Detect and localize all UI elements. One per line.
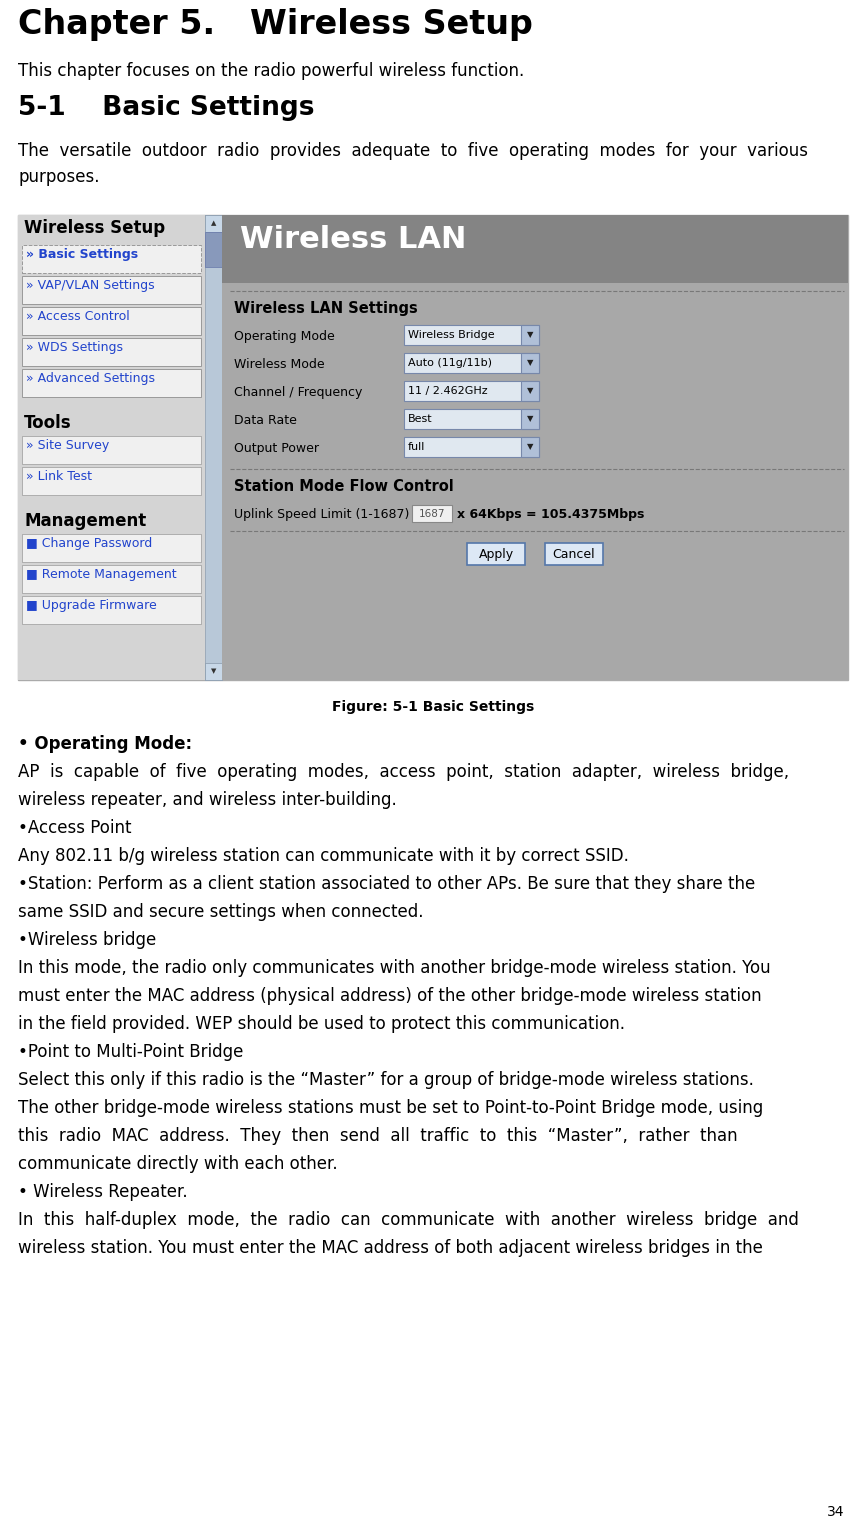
Text: The other bridge-mode wireless stations must be set to Point-to-Point Bridge mod: The other bridge-mode wireless stations … bbox=[18, 1098, 763, 1117]
Text: » Site Survey: » Site Survey bbox=[26, 440, 109, 452]
Text: » WDS Settings: » WDS Settings bbox=[26, 341, 123, 355]
Text: This chapter focuses on the radio powerful wireless function.: This chapter focuses on the radio powerf… bbox=[18, 62, 524, 80]
Text: 34: 34 bbox=[827, 1505, 844, 1517]
Bar bbox=[545, 543, 603, 564]
Text: » Access Control: » Access Control bbox=[26, 311, 130, 323]
Text: must enter the MAC address (physical address) of the other bridge-mode wireless : must enter the MAC address (physical add… bbox=[18, 988, 762, 1004]
Text: ▼: ▼ bbox=[527, 387, 533, 396]
Text: Auto (11g/11b): Auto (11g/11b) bbox=[408, 358, 492, 369]
Bar bbox=[404, 410, 539, 429]
Text: purposes.: purposes. bbox=[18, 168, 99, 187]
Text: Data Rate: Data Rate bbox=[234, 414, 297, 426]
Text: ■ Upgrade Firmware: ■ Upgrade Firmware bbox=[26, 599, 156, 613]
Text: Uplink Speed Limit (1-1687): Uplink Speed Limit (1-1687) bbox=[234, 508, 410, 520]
Text: The  versatile  outdoor  radio  provides  adequate  to  five  operating  modes  : The versatile outdoor radio provides ade… bbox=[18, 143, 808, 159]
Bar bbox=[404, 381, 539, 400]
Text: Channel / Frequency: Channel / Frequency bbox=[234, 385, 362, 399]
Bar bbox=[404, 353, 539, 373]
Text: Wireless LAN Settings: Wireless LAN Settings bbox=[234, 300, 418, 316]
Bar bbox=[22, 564, 201, 593]
Bar bbox=[404, 437, 539, 457]
Text: Tools: Tools bbox=[24, 414, 72, 432]
Text: Select this only if this radio is the “Master” for a group of bridge-mode wirele: Select this only if this radio is the “M… bbox=[18, 1071, 754, 1089]
Text: 5-1    Basic Settings: 5-1 Basic Settings bbox=[18, 96, 314, 121]
Text: 11 / 2.462GHz: 11 / 2.462GHz bbox=[408, 385, 487, 396]
Text: ▼: ▼ bbox=[211, 669, 216, 675]
Text: •Point to Multi-Point Bridge: •Point to Multi-Point Bridge bbox=[18, 1044, 244, 1060]
Bar bbox=[205, 663, 222, 680]
Bar bbox=[205, 215, 222, 680]
Text: Wireless LAN: Wireless LAN bbox=[240, 225, 467, 253]
Bar bbox=[22, 246, 201, 273]
Bar bbox=[521, 410, 539, 429]
Text: • Wireless Repeater.: • Wireless Repeater. bbox=[18, 1183, 187, 1201]
Bar bbox=[205, 215, 222, 232]
Text: ■ Change Password: ■ Change Password bbox=[26, 537, 152, 551]
Text: this  radio  MAC  address.  They  then  send  all  traffic  to  this  “Master”, : this radio MAC address. They then send a… bbox=[18, 1127, 738, 1145]
Bar bbox=[18, 215, 848, 680]
Text: Figure: 5-1 Basic Settings: Figure: 5-1 Basic Settings bbox=[332, 699, 534, 715]
Text: in the field provided. WEP should be used to protect this communication.: in the field provided. WEP should be use… bbox=[18, 1015, 625, 1033]
Text: •Station: Perform as a client station associated to other APs. Be sure that they: •Station: Perform as a client station as… bbox=[18, 875, 755, 894]
Text: Wireless Mode: Wireless Mode bbox=[234, 358, 325, 372]
Bar bbox=[222, 215, 848, 284]
Text: ▼: ▼ bbox=[527, 358, 533, 367]
Text: » Basic Settings: » Basic Settings bbox=[26, 249, 138, 261]
Text: ▲: ▲ bbox=[211, 220, 216, 226]
Bar bbox=[22, 435, 201, 464]
Text: ■ Remote Management: ■ Remote Management bbox=[26, 569, 176, 581]
Bar bbox=[22, 596, 201, 623]
Text: Operating Mode: Operating Mode bbox=[234, 331, 334, 343]
Text: 1687: 1687 bbox=[419, 508, 445, 519]
Bar bbox=[521, 381, 539, 400]
Text: ▼: ▼ bbox=[527, 443, 533, 452]
Text: Station Mode Flow Control: Station Mode Flow Control bbox=[234, 479, 454, 495]
Text: • Operating Mode:: • Operating Mode: bbox=[18, 736, 192, 752]
Bar bbox=[18, 215, 205, 680]
Bar bbox=[22, 276, 201, 303]
Text: wireless station. You must enter the MAC address of both adjacent wireless bridg: wireless station. You must enter the MAC… bbox=[18, 1239, 763, 1258]
Text: ▼: ▼ bbox=[527, 414, 533, 423]
Text: x 64Kbps = 105.4375Mbps: x 64Kbps = 105.4375Mbps bbox=[457, 508, 645, 520]
Bar bbox=[404, 325, 539, 344]
Text: Any 802.11 b/g wireless station can communicate with it by correct SSID.: Any 802.11 b/g wireless station can comm… bbox=[18, 846, 629, 865]
Bar bbox=[22, 369, 201, 397]
Bar bbox=[205, 232, 222, 267]
Text: Apply: Apply bbox=[479, 548, 513, 560]
Bar bbox=[22, 467, 201, 495]
Text: •Wireless bridge: •Wireless bridge bbox=[18, 931, 156, 950]
Text: Best: Best bbox=[408, 414, 433, 423]
Text: same SSID and secure settings when connected.: same SSID and secure settings when conne… bbox=[18, 903, 423, 921]
Text: Wireless Setup: Wireless Setup bbox=[24, 218, 165, 237]
Bar bbox=[467, 543, 525, 564]
Text: wireless repeater, and wireless inter-building.: wireless repeater, and wireless inter-bu… bbox=[18, 790, 397, 809]
Bar bbox=[521, 437, 539, 457]
Text: full: full bbox=[408, 441, 425, 452]
Text: •Access Point: •Access Point bbox=[18, 819, 131, 837]
Text: In this mode, the radio only communicates with another bridge-mode wireless stat: In this mode, the radio only communicate… bbox=[18, 959, 771, 977]
Text: Management: Management bbox=[24, 513, 146, 529]
Bar bbox=[521, 353, 539, 373]
Bar bbox=[22, 338, 201, 366]
Text: » VAP/VLAN Settings: » VAP/VLAN Settings bbox=[26, 279, 155, 293]
Text: Wireless Bridge: Wireless Bridge bbox=[408, 331, 494, 340]
Text: In  this  half-duplex  mode,  the  radio  can  communicate  with  another  wirel: In this half-duplex mode, the radio can … bbox=[18, 1211, 799, 1229]
Text: Cancel: Cancel bbox=[553, 548, 595, 560]
Text: AP  is  capable  of  five  operating  modes,  access  point,  station  adapter, : AP is capable of five operating modes, a… bbox=[18, 763, 789, 781]
Text: communicate directly with each other.: communicate directly with each other. bbox=[18, 1154, 338, 1173]
Bar bbox=[521, 325, 539, 344]
Text: Chapter 5.   Wireless Setup: Chapter 5. Wireless Setup bbox=[18, 8, 533, 41]
Text: ▼: ▼ bbox=[527, 331, 533, 340]
Bar bbox=[412, 505, 452, 522]
Text: » Link Test: » Link Test bbox=[26, 470, 92, 484]
Text: Output Power: Output Power bbox=[234, 441, 319, 455]
Bar bbox=[22, 534, 201, 561]
Bar bbox=[222, 215, 848, 680]
Bar bbox=[22, 306, 201, 335]
Text: » Advanced Settings: » Advanced Settings bbox=[26, 372, 155, 385]
